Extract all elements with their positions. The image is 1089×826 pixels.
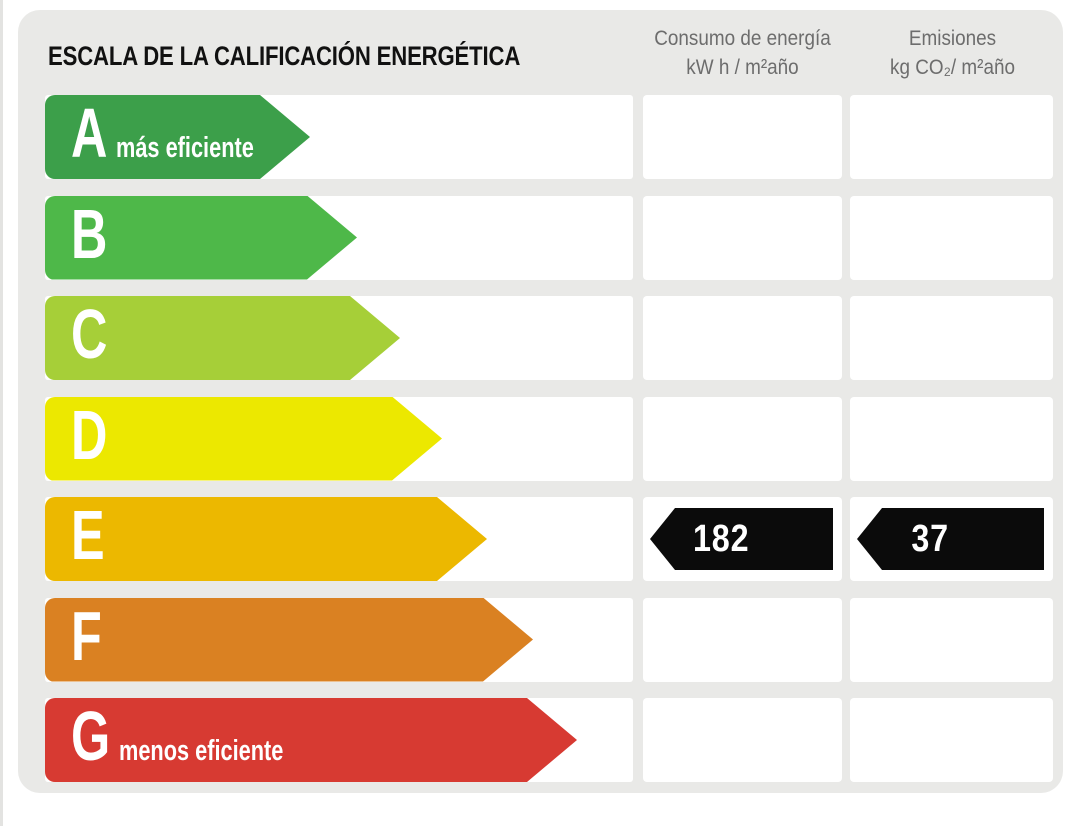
rating-letter-a: A <box>71 95 108 172</box>
rating-track-b: B <box>45 195 633 280</box>
emissions-header-line1: Emisiones <box>908 27 997 50</box>
consumption-cell-a <box>643 95 842 179</box>
emissions-value: 37 <box>911 517 950 560</box>
rating-row-e: E 182 37 <box>45 497 1053 581</box>
rating-row-g: G menos eficiente <box>45 698 1053 782</box>
emissions-cell-g <box>850 698 1053 782</box>
rating-track-c: C <box>45 296 633 380</box>
rating-letter-d: D <box>71 396 108 474</box>
column-header-consumption: Consumo de energía kW h / m²año <box>653 24 832 82</box>
rating-letter-b: B <box>71 195 108 273</box>
rating-letter-f: F <box>71 597 102 675</box>
rating-row-f: F <box>45 597 1053 682</box>
emissions-cell-b <box>850 195 1053 280</box>
rating-row-d: D <box>45 396 1053 481</box>
rating-arrow-b: B <box>45 196 357 280</box>
emissions-header-line2: kg CO₂/ m²año <box>890 56 1015 79</box>
rating-letter-c: C <box>71 296 108 373</box>
rating-row-b: B <box>45 195 1053 280</box>
consumption-cell-c <box>643 296 842 380</box>
rating-track-f: F <box>45 597 633 682</box>
consumption-cell-e: 182 <box>643 497 842 581</box>
rating-arrow-d: D <box>45 397 442 481</box>
rating-track-a: A más eficiente <box>45 95 633 179</box>
rating-arrow-f: F <box>45 598 533 682</box>
rating-track-e: E <box>45 497 633 581</box>
rating-arrow-c: C <box>45 296 400 380</box>
emissions-cell-c <box>850 296 1053 380</box>
rating-arrow-g: G menos eficiente <box>45 698 577 782</box>
column-header-emissions: Emisiones kg CO₂/ m²año <box>861 24 1044 82</box>
emissions-cell-f <box>850 597 1053 682</box>
rating-arrow-e: E <box>45 497 487 581</box>
rating-note-g: menos eficiente <box>119 735 284 767</box>
rating-row-c: C <box>45 296 1053 380</box>
rating-note-a: más eficiente <box>115 132 254 164</box>
consumption-cell-d <box>643 396 842 481</box>
panel-header: ESCALA DE LA CALIFICACIÓN ENERGÉTICA Con… <box>18 10 1063 95</box>
emissions-value-arrow: 37 <box>857 508 1044 570</box>
consumption-header-line2: kW h / m²año <box>686 56 799 79</box>
rating-row-a: A más eficiente <box>45 95 1053 179</box>
page-title: ESCALA DE LA CALIFICACIÓN ENERGÉTICA <box>48 41 521 71</box>
consumption-cell-b <box>643 195 842 280</box>
consumption-value: 182 <box>693 517 750 560</box>
emissions-cell-e: 37 <box>850 497 1053 581</box>
emissions-cell-a <box>850 95 1053 179</box>
consumption-header-line1: Consumo de energía <box>654 27 831 50</box>
emissions-cell-d <box>850 396 1053 481</box>
rating-arrow-a: A más eficiente <box>45 95 310 179</box>
rating-letter-e: E <box>71 497 105 574</box>
rating-track-d: D <box>45 396 633 481</box>
consumption-value-arrow: 182 <box>650 508 833 570</box>
rating-track-g: G menos eficiente <box>45 698 633 782</box>
rating-rows: A más eficiente B C <box>18 95 1063 782</box>
consumption-cell-g <box>643 698 842 782</box>
rating-letter-g: G <box>71 698 111 775</box>
consumption-cell-f <box>643 597 842 682</box>
energy-rating-panel: ESCALA DE LA CALIFICACIÓN ENERGÉTICA Con… <box>18 10 1063 793</box>
